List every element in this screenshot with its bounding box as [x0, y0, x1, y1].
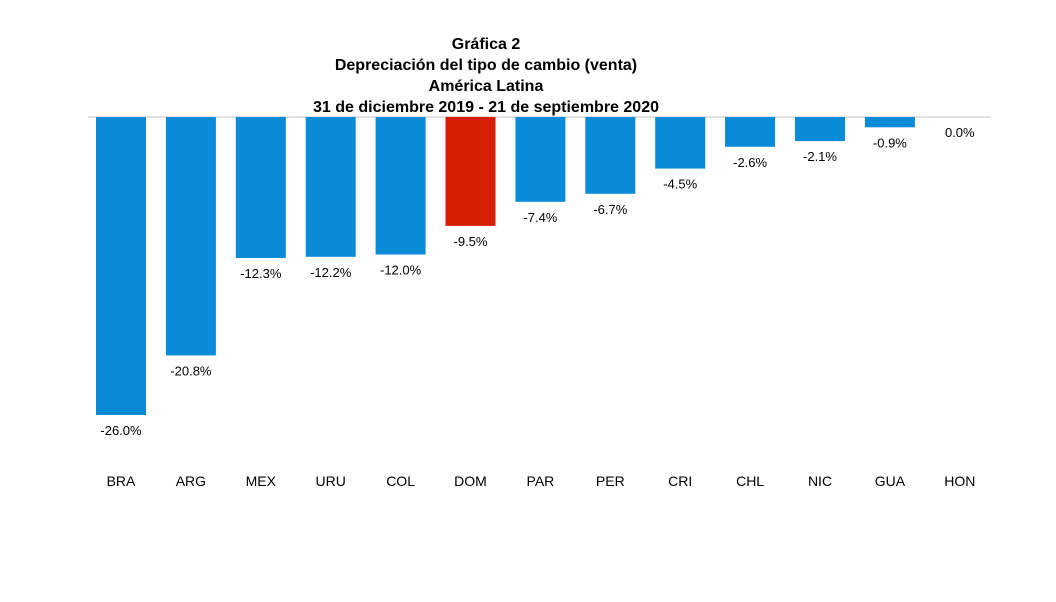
data-label-gua: -0.9%: [873, 135, 907, 150]
data-label-par: -7.4%: [523, 210, 557, 225]
data-label-chl: -2.6%: [733, 155, 767, 170]
category-label-par: PAR: [527, 473, 555, 489]
category-label-mex: MEX: [246, 473, 277, 489]
bar-arg: [165, 117, 216, 356]
category-label-col: COL: [386, 473, 415, 489]
category-label-chl: CHL: [736, 473, 764, 489]
data-label-hon: 0.0%: [945, 125, 975, 140]
bar-col: [375, 117, 426, 255]
bar-par: [515, 117, 566, 202]
data-label-col: -12.0%: [380, 263, 422, 278]
data-label-dom: -9.5%: [454, 234, 488, 249]
data-label-bra: -26.0%: [100, 423, 142, 438]
category-label-per: PER: [596, 473, 625, 489]
category-label-arg: ARG: [176, 473, 206, 489]
data-label-arg: -20.8%: [170, 363, 212, 378]
chart-title-line-2: Depreciación del tipo de cambio (venta): [334, 57, 638, 74]
category-label-bra: BRA: [107, 473, 136, 489]
bar-mex: [235, 117, 286, 258]
data-label-cri: -4.5%: [663, 177, 697, 192]
bar-nic: [795, 117, 845, 142]
category-label-hon: HON: [944, 473, 975, 489]
data-label-uru: -12.2%: [310, 265, 352, 280]
category-label-cri: CRI: [668, 473, 692, 489]
category-label-gua: GUA: [875, 473, 906, 489]
chart-title-line-3: América Latina: [428, 78, 544, 95]
category-label-dom: DOM: [454, 473, 487, 489]
bar-dom: [445, 117, 496, 226]
category-label-uru: URU: [316, 473, 346, 489]
chart-title: Gráfica 2 Depreciación del tipo de cambi…: [0, 34, 972, 118]
data-label-mex: -12.3%: [240, 266, 282, 281]
chart-title-line-1: Gráfica 2: [451, 36, 521, 53]
bar-bra: [96, 117, 146, 415]
data-label-per: -6.7%: [593, 202, 627, 217]
bar-per: [585, 117, 636, 194]
bar-chl: [725, 117, 776, 147]
category-label-nic: NIC: [808, 473, 832, 489]
bar-uru: [305, 117, 356, 257]
bar-gua: [864, 117, 915, 128]
bar-cri: [655, 117, 706, 169]
chart-title-line-4: 31 de diciembre 2019 - 21 de septiembre …: [313, 99, 659, 116]
data-label-nic: -2.1%: [803, 149, 837, 164]
